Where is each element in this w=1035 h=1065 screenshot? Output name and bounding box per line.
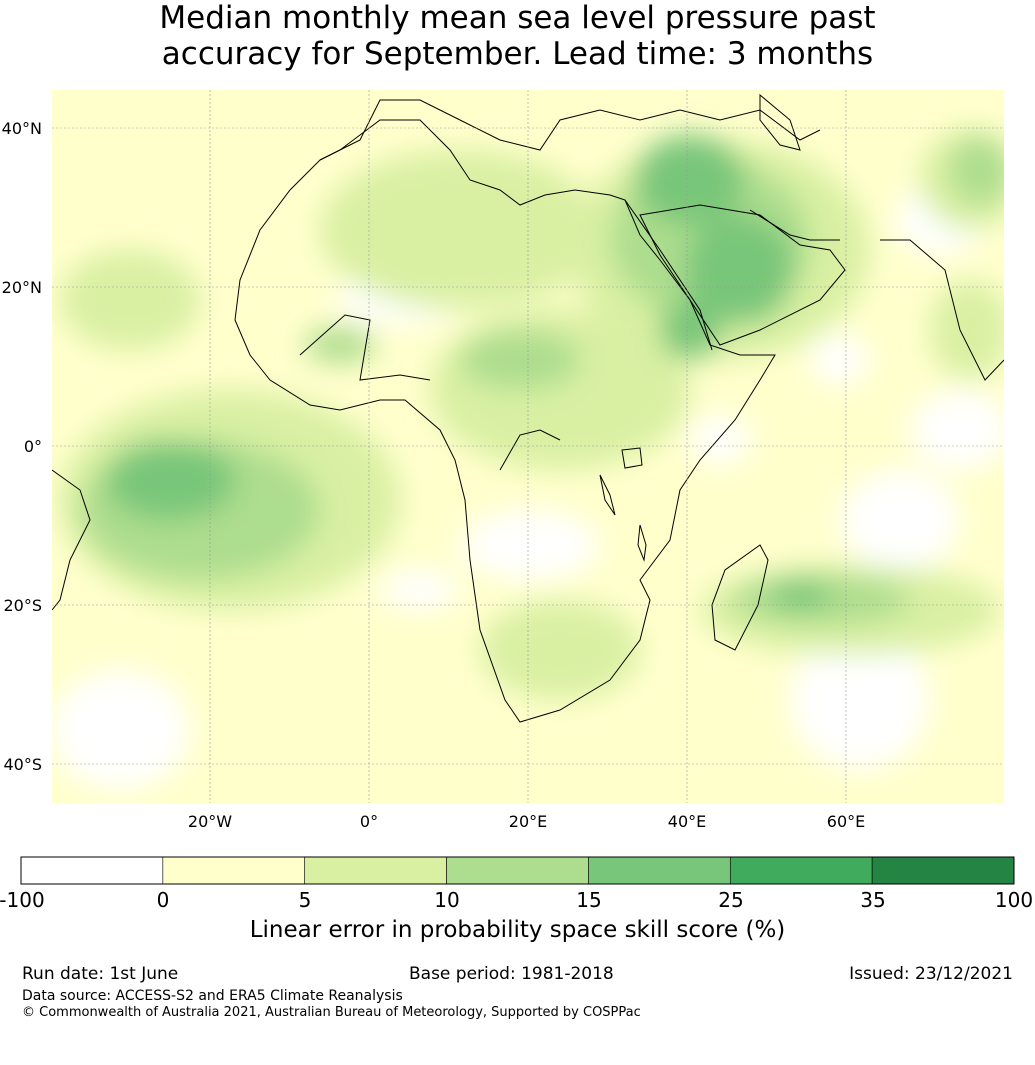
colorbar-bin-4 (588, 856, 731, 885)
colorbar-bin-0 (20, 856, 164, 885)
europe-coastline (319, 99, 821, 161)
colorbar-tick-3: 10 (434, 888, 460, 912)
south-america-coastline (52, 469, 91, 611)
colorbar-bin-1 (162, 856, 306, 885)
coastlines (52, 93, 1004, 723)
madagascar-coastline (711, 544, 769, 651)
lat-label-40n: 40°N (1, 119, 42, 138)
colorbar-tick-7: 100 (994, 888, 1034, 912)
gridlines (52, 90, 1004, 803)
lat-label-20n: 20°N (1, 278, 42, 297)
colorbar-bin-5 (729, 856, 873, 885)
lon-label-40e: 40°E (667, 812, 707, 831)
colorbar-bin-2 (304, 856, 447, 885)
lat-label-40s: 40°S (3, 755, 42, 774)
africa-coastline (234, 119, 776, 723)
lat-label-20s: 20°S (3, 596, 42, 615)
colorbar (20, 856, 1015, 885)
arabia-coastline (639, 204, 846, 346)
india-coastline (880, 239, 1004, 381)
colorbar-tick-6: 35 (860, 888, 886, 912)
title-line-2: accuracy for September. Lead time: 3 mon… (161, 36, 874, 72)
skill-score-map (52, 90, 1004, 803)
lon-label-20e: 20°E (508, 812, 548, 831)
lake-malawi (637, 524, 647, 562)
title-line-1: Median monthly mean sea level pressure p… (159, 0, 876, 36)
lon-label-0: 0° (359, 812, 379, 831)
lon-label-60e: 60°E (826, 812, 866, 831)
run-date: Run date: 1st June (22, 964, 179, 984)
data-source: Data source: ACCESS-S2 and ERA5 Climate … (22, 988, 403, 1004)
colorbar-tick-1: 0 (156, 888, 170, 912)
colorbar-bin-3 (446, 856, 589, 885)
persian-gulf (749, 209, 840, 241)
congo-river (499, 429, 561, 471)
skill-field (52, 130, 1004, 790)
lake-victoria (621, 447, 643, 469)
colorbar-tick-0: -100 (0, 888, 45, 912)
base-period: Base period: 1981-2018 (409, 964, 614, 984)
lake-tanganyika (599, 474, 616, 516)
lon-label-20w: 20°W (187, 812, 233, 831)
red-sea (624, 199, 713, 351)
copyright: © Commonwealth of Australia 2021, Austra… (22, 1005, 641, 1020)
niger-river (299, 314, 431, 381)
caspian-sea (759, 93, 801, 151)
colorbar-tick-4: 15 (576, 888, 602, 912)
lat-label-0: 0° (23, 437, 42, 456)
colorbar-bin-6 (871, 856, 1015, 885)
colorbar-tick-2: 5 (298, 888, 312, 912)
issued-date: Issued: 23/12/2021 (849, 964, 1013, 984)
colorbar-tick-5: 25 (718, 888, 744, 912)
chart-title: Median monthly mean sea level pressure p… (0, 0, 1035, 72)
colorbar-label: Linear error in probability space skill … (249, 917, 786, 943)
